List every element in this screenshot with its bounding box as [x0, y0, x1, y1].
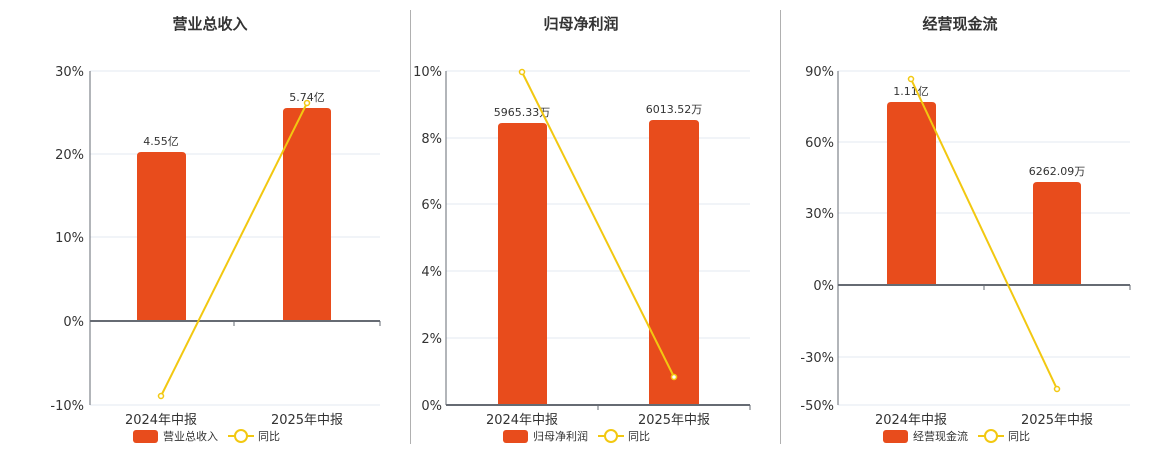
svg-text:-30%: -30% [800, 351, 834, 366]
svg-text:30%: 30% [55, 65, 84, 80]
svg-text:2024年中报: 2024年中报 [125, 413, 197, 428]
chart-plot: 30% 20% 10% 0% -10% 4.55亿 5.74亿 2024年中报 … [50, 65, 381, 428]
bar-2025 [283, 108, 331, 321]
svg-text:5965.33万: 5965.33万 [494, 106, 551, 119]
svg-text:0%: 0% [63, 315, 84, 330]
line-legend-icon[interactable] [598, 429, 624, 443]
svg-text:2025年中报: 2025年中报 [638, 413, 710, 428]
yoy-line [157, 99, 311, 400]
svg-text:6262.09万: 6262.09万 [1029, 165, 1086, 178]
svg-text:30%: 30% [805, 207, 834, 222]
svg-text:4%: 4% [421, 265, 442, 280]
svg-text:5.74亿: 5.74亿 [289, 91, 325, 104]
chart-title: 经营现金流 [922, 15, 998, 33]
svg-text:2024年中报: 2024年中报 [875, 413, 947, 428]
svg-text:2024年中报: 2024年中报 [486, 413, 558, 428]
svg-text:2025年中报: 2025年中报 [271, 413, 343, 428]
svg-text:90%: 90% [805, 65, 834, 80]
chart-legend: 归母净利润 同比 [503, 428, 650, 444]
line-legend-icon[interactable] [978, 429, 1004, 443]
svg-text:60%: 60% [805, 136, 834, 151]
svg-text:0%: 0% [813, 279, 834, 294]
bar-2025 [1033, 182, 1081, 285]
svg-text:8%: 8% [421, 132, 442, 147]
bars [137, 108, 331, 321]
panel-divider [780, 10, 781, 444]
svg-text:10%: 10% [55, 231, 84, 246]
y-axis-ticks: 30% 20% 10% 0% -10% [50, 65, 84, 414]
svg-text:-50%: -50% [800, 399, 834, 414]
bar-legend-label[interactable]: 营业总收入 [163, 430, 218, 443]
svg-text:1.11亿: 1.11亿 [893, 85, 929, 98]
bar-2024 [137, 152, 186, 321]
bar-2024 [498, 123, 547, 405]
line-legend-label[interactable]: 同比 [258, 430, 280, 443]
line-legend-label[interactable]: 同比 [1008, 430, 1030, 443]
chart-title: 营业总收入 [172, 15, 248, 33]
bar-legend-label[interactable]: 经营现金流 [913, 430, 968, 443]
bar-legend-swatch[interactable] [503, 429, 528, 443]
svg-text:2025年中报: 2025年中报 [1021, 413, 1093, 428]
svg-text:0%: 0% [421, 399, 442, 414]
svg-text:10%: 10% [413, 65, 442, 80]
svg-text:2%: 2% [421, 332, 442, 347]
chart-legend: 经营现金流 同比 [883, 428, 1030, 444]
svg-text:4.55亿: 4.55亿 [143, 135, 179, 148]
chart-legend: 营业总收入 同比 [133, 428, 280, 444]
chart-panel-net-profit: 归母净利润 10% 8% 6% 4% 2% 0% 5965.33万 6013.5… [413, 15, 751, 444]
bar-2025 [649, 120, 699, 405]
chart-panel-revenue: 营业总收入 30% 20% 10% 0% -10% 4.55亿 5.74亿 20… [0, 0, 410, 450]
svg-text:6013.52万: 6013.52万 [646, 103, 703, 116]
panel-divider [410, 10, 411, 444]
chart-plot: 10% 8% 6% 4% 2% 0% 5965.33万 6013.52万 202… [413, 65, 751, 428]
line-legend-icon[interactable] [228, 429, 254, 443]
line-legend-label[interactable]: 同比 [628, 430, 650, 443]
svg-text:20%: 20% [55, 148, 84, 163]
bar-legend-label[interactable]: 归母净利润 [533, 430, 588, 443]
bar-legend-swatch[interactable] [133, 429, 158, 443]
bar-legend-swatch[interactable] [883, 429, 908, 443]
svg-text:-10%: -10% [50, 399, 84, 414]
bar-2024 [887, 102, 936, 285]
svg-text:6%: 6% [421, 198, 442, 213]
chart-title: 归母净利润 [543, 15, 619, 33]
